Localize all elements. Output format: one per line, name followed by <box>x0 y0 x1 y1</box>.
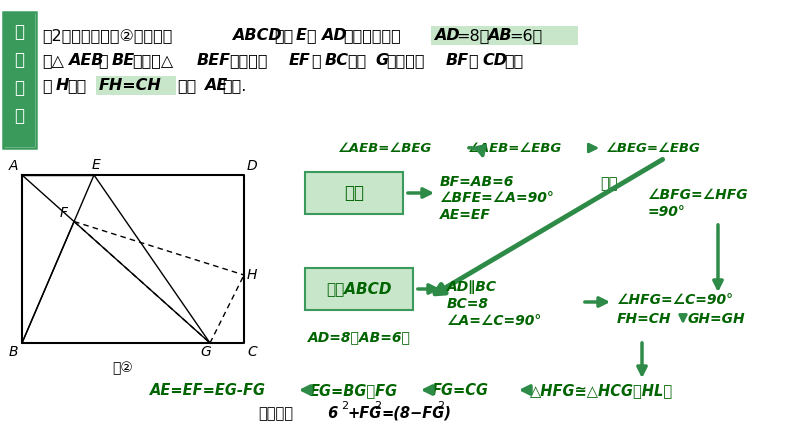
Text: 边上一点，且: 边上一点，且 <box>343 28 401 43</box>
Text: H: H <box>56 78 69 93</box>
Text: G: G <box>201 345 211 359</box>
Text: E: E <box>91 158 100 172</box>
Text: =(8−FG): =(8−FG) <box>381 406 451 421</box>
Text: AE: AE <box>204 78 227 93</box>
Text: =8，: =8， <box>456 28 489 43</box>
Text: AD: AD <box>321 28 347 43</box>
FancyBboxPatch shape <box>4 13 35 147</box>
Text: AB: AB <box>487 28 511 43</box>
Text: A: A <box>9 159 18 173</box>
FancyBboxPatch shape <box>305 268 413 310</box>
Text: 将△: 将△ <box>42 53 64 68</box>
Text: 勾股定理: 勾股定理 <box>258 406 293 421</box>
Text: 点，延长: 点，延长 <box>386 53 425 68</box>
Text: +FG: +FG <box>347 406 381 421</box>
FancyBboxPatch shape <box>305 172 403 214</box>
Text: ，且: ，且 <box>67 78 87 93</box>
Text: D: D <box>247 159 257 173</box>
Text: 2: 2 <box>437 401 444 411</box>
Text: 的长.: 的长. <box>222 78 246 93</box>
Text: ∠BEG=∠EBG: ∠BEG=∠EBG <box>606 142 701 155</box>
Text: ∠HFG=∠C=90°: ∠HFG=∠C=90° <box>617 293 734 307</box>
Text: 延长: 延长 <box>600 176 618 191</box>
Text: EF: EF <box>289 53 310 68</box>
Text: =90°: =90° <box>648 205 686 219</box>
Text: F: F <box>60 206 68 219</box>
Text: AE=EF=EG-FG: AE=EF=EG-FG <box>150 383 266 398</box>
Text: 图②: 图② <box>113 361 133 375</box>
Text: =6，: =6， <box>509 28 542 43</box>
Text: BF: BF <box>446 53 469 68</box>
Text: EG=BG、FG: EG=BG、FG <box>310 383 398 398</box>
Text: BC: BC <box>325 53 349 68</box>
Text: BF=AB=6: BF=AB=6 <box>440 175 515 189</box>
Text: BE: BE <box>112 53 135 68</box>
FancyBboxPatch shape <box>96 76 176 95</box>
Text: 翻折: 翻折 <box>344 184 364 202</box>
Text: ，求: ，求 <box>177 78 196 93</box>
Text: 2: 2 <box>374 401 381 411</box>
Text: GH=GH: GH=GH <box>688 312 746 326</box>
Text: △HFG≅△HCG（HL）: △HFG≅△HCG（HL） <box>530 383 673 398</box>
Text: AD: AD <box>434 28 460 43</box>
Text: 矩形ABCD: 矩形ABCD <box>326 282 391 296</box>
Text: ABCD: ABCD <box>232 28 282 43</box>
Text: 点: 点 <box>42 78 52 93</box>
Text: （2）探究：如图②，在矩形: （2）探究：如图②，在矩形 <box>42 28 172 43</box>
Text: ∠BFG=∠HFG: ∠BFG=∠HFG <box>648 188 749 202</box>
Text: BEF: BEF <box>197 53 231 68</box>
Text: FH=CH: FH=CH <box>617 312 672 326</box>
Text: 沿: 沿 <box>98 53 108 68</box>
Text: 题: 题 <box>14 23 25 41</box>
Text: ∠BFE=∠A=90°: ∠BFE=∠A=90° <box>440 191 555 205</box>
Text: AEB: AEB <box>68 53 103 68</box>
Text: ∠AEB=∠EBG: ∠AEB=∠EBG <box>468 142 562 155</box>
Text: C: C <box>247 345 256 359</box>
Text: 交: 交 <box>311 53 321 68</box>
Text: ∠AEB=∠BEG: ∠AEB=∠BEG <box>338 142 432 155</box>
Text: ∠A=∠C=90°: ∠A=∠C=90° <box>447 314 542 328</box>
Text: 析: 析 <box>14 107 25 125</box>
Text: 交: 交 <box>468 53 478 68</box>
Text: 中，: 中， <box>274 28 293 43</box>
Text: 2: 2 <box>341 401 348 411</box>
Text: 边于: 边于 <box>347 53 366 68</box>
Text: 6: 6 <box>323 406 338 421</box>
Text: CD: CD <box>482 53 507 68</box>
FancyBboxPatch shape <box>3 12 36 148</box>
Text: H: H <box>247 268 257 282</box>
Text: AE=EF: AE=EF <box>440 208 491 222</box>
Text: 分: 分 <box>14 79 25 97</box>
Text: G: G <box>375 53 388 68</box>
Text: 处，延长: 处，延长 <box>229 53 268 68</box>
FancyBboxPatch shape <box>431 26 578 45</box>
Text: 干: 干 <box>14 51 25 69</box>
Text: AD=8，AB=6，: AD=8，AB=6， <box>308 330 410 344</box>
Text: 边于: 边于 <box>504 53 523 68</box>
Text: BC=8: BC=8 <box>447 297 489 311</box>
Text: FH=CH: FH=CH <box>99 78 162 93</box>
Text: B: B <box>9 345 18 359</box>
Text: FG=CG: FG=CG <box>432 383 489 398</box>
Text: E: E <box>296 28 306 43</box>
Text: 翻折到△: 翻折到△ <box>132 53 173 68</box>
Text: 为: 为 <box>306 28 316 43</box>
Text: AD∥BC: AD∥BC <box>447 280 497 294</box>
